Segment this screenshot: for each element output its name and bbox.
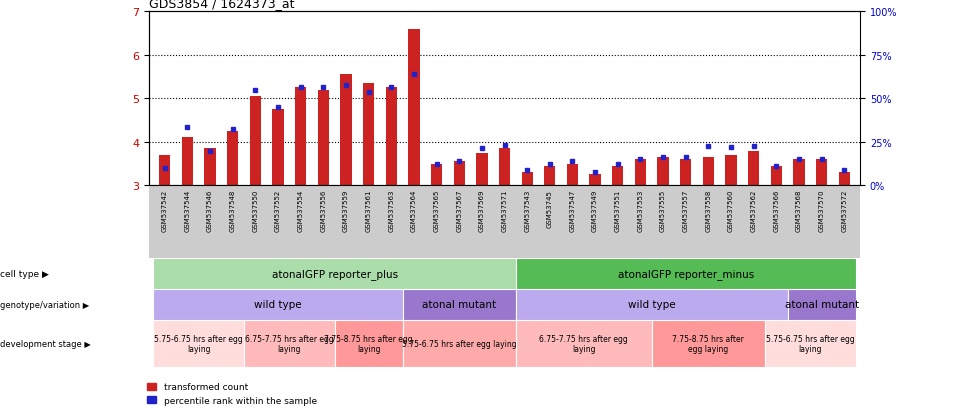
Text: GSM537543: GSM537543 — [524, 190, 530, 232]
Bar — [431, 164, 442, 186]
FancyBboxPatch shape — [403, 320, 516, 368]
Bar — [702, 158, 714, 186]
Text: GSM537558: GSM537558 — [705, 190, 711, 232]
Text: development stage ▶: development stage ▶ — [0, 339, 91, 348]
Text: GSM537557: GSM537557 — [682, 190, 689, 232]
Text: GSM537549: GSM537549 — [592, 190, 598, 232]
Text: GSM53745: GSM53745 — [547, 190, 553, 227]
Bar — [680, 160, 691, 186]
Text: GSM537566: GSM537566 — [774, 190, 779, 232]
Text: 5.75-6.75 hrs after egg
laying: 5.75-6.75 hrs after egg laying — [155, 334, 243, 354]
Bar — [635, 160, 646, 186]
Bar — [408, 30, 420, 186]
Text: wild type: wild type — [628, 299, 676, 310]
Bar — [657, 158, 669, 186]
Text: GDS3854 / 1624373_at: GDS3854 / 1624373_at — [149, 0, 294, 10]
Text: atonalGFP reporter_minus: atonalGFP reporter_minus — [618, 268, 753, 279]
Bar — [295, 88, 307, 186]
Text: GSM537570: GSM537570 — [819, 190, 825, 232]
Bar — [340, 75, 352, 186]
FancyBboxPatch shape — [516, 289, 788, 320]
Bar — [839, 173, 850, 186]
Text: atonal mutant: atonal mutant — [784, 299, 859, 310]
FancyBboxPatch shape — [516, 258, 855, 289]
Text: 6.75-7.75 hrs after egg
laying: 6.75-7.75 hrs after egg laying — [245, 334, 333, 354]
FancyBboxPatch shape — [403, 289, 516, 320]
FancyBboxPatch shape — [244, 320, 334, 368]
Text: GSM537565: GSM537565 — [433, 190, 439, 232]
FancyBboxPatch shape — [516, 320, 652, 368]
Bar — [748, 151, 759, 186]
Bar — [477, 153, 487, 186]
Text: GSM537555: GSM537555 — [660, 190, 666, 232]
Bar — [205, 149, 216, 186]
Text: GSM537568: GSM537568 — [796, 190, 801, 232]
Text: GSM537567: GSM537567 — [456, 190, 462, 232]
Text: GSM537572: GSM537572 — [841, 190, 848, 232]
Text: GSM537563: GSM537563 — [388, 190, 394, 232]
Text: GSM537556: GSM537556 — [320, 190, 327, 232]
Text: GSM537542: GSM537542 — [161, 190, 168, 232]
Text: GSM537560: GSM537560 — [728, 190, 734, 232]
Bar — [771, 166, 782, 186]
Text: wild type: wild type — [255, 299, 302, 310]
FancyBboxPatch shape — [788, 289, 855, 320]
Bar — [227, 132, 238, 186]
Bar — [816, 160, 827, 186]
Bar — [567, 164, 579, 186]
Text: cell type ▶: cell type ▶ — [0, 269, 49, 278]
Text: GSM537551: GSM537551 — [615, 190, 621, 232]
Text: 5.75-6.75 hrs after egg
laying: 5.75-6.75 hrs after egg laying — [766, 334, 854, 354]
Text: GSM537548: GSM537548 — [230, 190, 235, 232]
Text: 6.75-7.75 hrs after egg
laying: 6.75-7.75 hrs after egg laying — [539, 334, 628, 354]
Text: GSM537571: GSM537571 — [502, 190, 507, 232]
Bar — [160, 156, 170, 186]
Text: 5.75-6.75 hrs after egg laying: 5.75-6.75 hrs after egg laying — [402, 339, 517, 348]
FancyBboxPatch shape — [652, 320, 765, 368]
Bar — [589, 175, 601, 186]
FancyBboxPatch shape — [334, 320, 403, 368]
Text: 7.75-8.75 hrs after
egg laying: 7.75-8.75 hrs after egg laying — [673, 334, 744, 354]
Text: GSM537550: GSM537550 — [253, 190, 259, 232]
Text: genotype/variation ▶: genotype/variation ▶ — [0, 300, 89, 309]
Text: GSM537569: GSM537569 — [479, 190, 485, 232]
Text: GSM537564: GSM537564 — [411, 190, 417, 232]
Bar — [522, 173, 532, 186]
Text: GSM537547: GSM537547 — [570, 190, 576, 232]
Bar — [385, 88, 397, 186]
Bar — [499, 149, 510, 186]
Text: 7.75-8.75 hrs after egg
laying: 7.75-8.75 hrs after egg laying — [324, 334, 413, 354]
Bar — [454, 162, 465, 186]
Bar — [544, 166, 555, 186]
Bar — [182, 138, 193, 186]
Bar — [272, 110, 283, 186]
Text: GSM537546: GSM537546 — [208, 190, 213, 232]
Bar — [250, 97, 261, 186]
Text: GSM537554: GSM537554 — [298, 190, 304, 232]
FancyBboxPatch shape — [765, 320, 855, 368]
Text: GSM537561: GSM537561 — [365, 190, 372, 232]
FancyBboxPatch shape — [154, 289, 403, 320]
Legend: transformed count, percentile rank within the sample: transformed count, percentile rank withi… — [144, 379, 320, 408]
Text: GSM537544: GSM537544 — [185, 190, 190, 232]
Text: GSM537562: GSM537562 — [751, 190, 756, 232]
Text: GSM537553: GSM537553 — [637, 190, 644, 232]
Bar — [726, 156, 737, 186]
FancyBboxPatch shape — [154, 320, 244, 368]
Bar — [612, 166, 624, 186]
Bar — [318, 90, 329, 186]
Text: GSM537552: GSM537552 — [275, 190, 281, 232]
Text: GSM537559: GSM537559 — [343, 190, 349, 232]
Bar — [793, 160, 804, 186]
FancyBboxPatch shape — [154, 258, 516, 289]
Bar — [363, 84, 374, 186]
Text: atonalGFP reporter_plus: atonalGFP reporter_plus — [272, 268, 398, 279]
Text: atonal mutant: atonal mutant — [422, 299, 496, 310]
